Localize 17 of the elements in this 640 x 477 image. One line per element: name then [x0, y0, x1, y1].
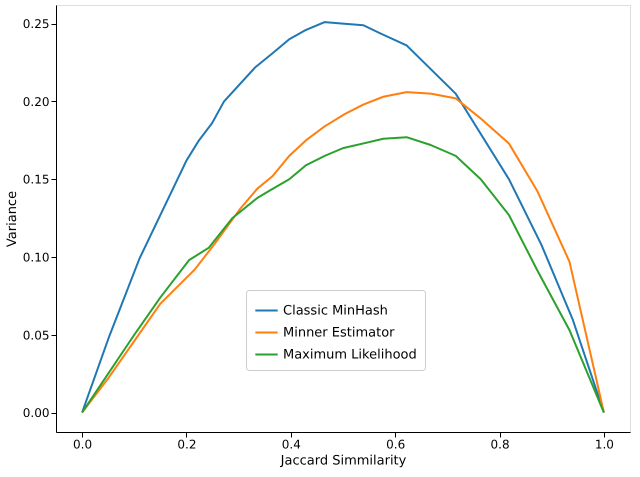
y-tick-label: 0.10	[22, 250, 50, 264]
y-tick-label: 0.15	[22, 172, 50, 187]
legend-label: Minner Estimator	[283, 326, 396, 340]
y-axis-title: Variance	[4, 190, 20, 248]
x-tick-label: 0.4	[282, 438, 301, 452]
x-tick-label: 0.8	[490, 438, 510, 452]
x-tick-label: 0.0	[73, 438, 92, 452]
y-tick-label: 0.25	[22, 17, 50, 32]
y-tick-label: 0.20	[22, 94, 50, 109]
legend-label: Classic MinHash	[283, 304, 388, 318]
x-axis-title: Jaccard Simmilarity	[280, 454, 407, 468]
legend-label: Maximum Likelihood	[283, 348, 417, 362]
x-tick-label: 1.0	[594, 438, 614, 452]
y-tick-label: 0.00	[22, 406, 50, 420]
x-tick-label: 0.2	[177, 438, 196, 452]
y-tick-label: 0.05	[22, 328, 50, 342]
x-tick-label: 0.6	[386, 438, 406, 452]
